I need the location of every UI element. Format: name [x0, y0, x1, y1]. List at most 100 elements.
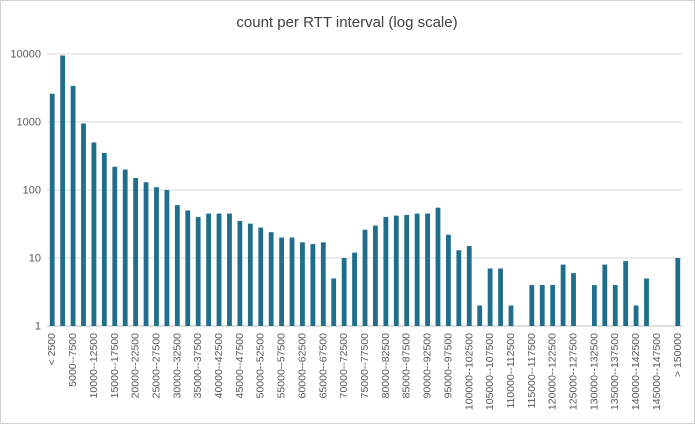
bar	[133, 178, 139, 326]
bar	[164, 190, 170, 326]
bar	[644, 278, 649, 326]
x-axis-tick-label: 145000--147500	[651, 333, 663, 410]
x-axis-tick-label: 100000--102500	[463, 333, 475, 410]
y-axis-tick-label: 10000	[10, 49, 41, 61]
bar	[571, 273, 576, 326]
x-axis-tick-label: 90000--92500	[422, 333, 434, 399]
x-axis-tick-label: 70000--72500	[338, 333, 350, 399]
x-axis-tick-label: 10000--12500	[88, 333, 100, 399]
x-axis-tick-label: 120000--122500	[547, 333, 559, 410]
x-axis-tick-label: 140000--142500	[630, 333, 642, 410]
x-axis-tick-label: 30000--32500	[171, 333, 183, 399]
bar	[91, 142, 97, 326]
bar	[112, 166, 118, 326]
y-axis-tick-label: 10	[29, 253, 41, 265]
bar	[122, 169, 128, 326]
bar	[446, 234, 451, 326]
bar	[143, 182, 149, 326]
bar	[602, 264, 608, 326]
bar-series	[49, 55, 681, 326]
bar	[237, 221, 243, 326]
y-axis-labels: 1 10 100 1000 10000	[10, 49, 41, 333]
x-axis-tick-label: 85000--87500	[401, 333, 413, 399]
x-axis-tick-label: 75000--77500	[359, 333, 371, 399]
bar	[247, 223, 253, 326]
y-axis-tick-label: 100	[23, 185, 41, 197]
bar	[331, 278, 337, 326]
bar	[487, 268, 493, 326]
bar	[466, 246, 472, 326]
x-axis-tick-label: 105000--107500	[484, 333, 496, 410]
bar	[560, 264, 566, 326]
x-axis-tick-label: 130000--132500	[588, 333, 600, 410]
bar	[154, 187, 159, 326]
x-axis-tick-label: 95000--97500	[442, 333, 454, 399]
bar	[206, 213, 212, 326]
bar	[425, 213, 430, 326]
bar	[393, 215, 399, 326]
bar	[383, 217, 389, 326]
x-axis-tick-label: 25000--27500	[150, 333, 162, 399]
x-axis-tick-label: 20000--22500	[130, 333, 142, 399]
bar	[633, 305, 639, 326]
bar	[498, 268, 503, 326]
x-axis-tick-label: 15000--17500	[109, 333, 121, 399]
x-axis-tick-label: 65000--67500	[317, 333, 329, 399]
x-axis-tick-label: 5000--7500	[67, 333, 79, 387]
bar	[300, 242, 305, 326]
bar	[81, 123, 86, 326]
bar	[362, 229, 368, 326]
bar	[612, 285, 618, 326]
x-axis-tick-label: > 150000	[672, 333, 684, 377]
x-axis-tick-label: 45000--47500	[234, 333, 246, 399]
bar	[258, 227, 264, 326]
bar	[195, 217, 201, 326]
bar	[216, 213, 222, 326]
chart-title: count per RTT interval (log scale)	[236, 14, 457, 31]
bar	[477, 305, 483, 326]
x-axis-tick-label: 40000--42500	[213, 333, 225, 399]
x-axis-tick-label: 35000--37500	[192, 333, 204, 399]
x-axis-tick-label: 110000--112500	[505, 333, 517, 409]
bar	[352, 252, 357, 326]
bar	[279, 237, 284, 326]
x-axis-tick-label: 50000--52500	[255, 333, 267, 399]
bar	[70, 85, 76, 326]
bar	[435, 207, 441, 326]
bar	[60, 55, 66, 326]
bar	[623, 261, 629, 326]
x-axis-tick-label: 125000--127500	[568, 333, 580, 410]
x-axis-tick-label: 80000--82500	[380, 333, 392, 399]
bar	[341, 258, 347, 326]
bar	[508, 305, 514, 326]
bar	[49, 93, 55, 326]
bar	[456, 250, 462, 326]
bar	[289, 237, 295, 326]
x-axis-tick-label: 60000--62500	[296, 333, 308, 399]
x-axis-labels: < 2500 5000--7500 10000--12500 15000--17500…	[46, 333, 684, 410]
x-axis-tick-label: < 2500	[46, 333, 58, 366]
bar	[539, 285, 545, 326]
bar	[185, 210, 191, 326]
y-axis-tick-label: 1	[35, 321, 41, 333]
bar	[101, 153, 107, 326]
bar	[268, 232, 274, 326]
bar	[675, 258, 681, 326]
bar	[320, 242, 326, 326]
bar	[591, 285, 597, 326]
bar	[227, 213, 232, 326]
bar	[550, 285, 556, 326]
bar	[404, 214, 410, 326]
bar	[174, 205, 180, 326]
bar	[373, 225, 378, 326]
bar	[310, 244, 316, 326]
x-axis-tick-label: 135000--137500	[609, 333, 621, 410]
bar	[414, 213, 420, 326]
gridlines	[47, 53, 683, 327]
y-axis-tick-label: 1000	[17, 117, 41, 129]
x-axis-tick-label: 115000--117500	[526, 333, 538, 409]
x-axis-tick-label: 55000--57500	[276, 333, 288, 399]
bar	[529, 285, 535, 326]
